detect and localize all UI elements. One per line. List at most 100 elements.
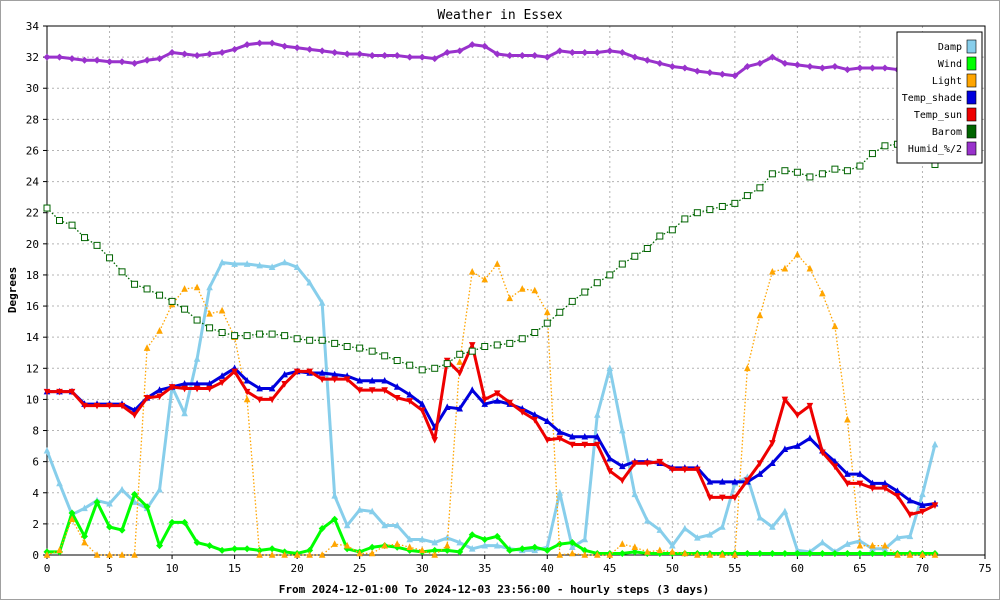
- data-point-temp-shade: [769, 459, 776, 467]
- data-point-wind: [843, 549, 851, 557]
- data-point-wind: [781, 549, 789, 557]
- data-point-damp: [719, 523, 726, 530]
- data-point-temp-shade: [393, 383, 401, 390]
- data-point-temp-sun: [231, 368, 238, 376]
- data-point-temp-sun: [318, 376, 326, 383]
- y-tick-label: 34: [26, 20, 40, 33]
- data-point-damp: [468, 544, 476, 552]
- y-tick-label: 30: [26, 82, 39, 95]
- data-point-temp-shade: [568, 432, 576, 440]
- data-point-wind: [156, 542, 164, 550]
- data-point-light: [794, 250, 801, 258]
- data-point-barom: [543, 319, 551, 327]
- data-point-light: [556, 551, 564, 558]
- data-point-damp: [118, 485, 126, 493]
- x-tick-label: 65: [853, 562, 866, 575]
- x-tick-label: 30: [416, 562, 429, 575]
- data-point-temp-sun: [568, 441, 576, 449]
- data-point-humid-2: [531, 52, 539, 60]
- data-point-temp-shade: [706, 478, 714, 485]
- data-point-barom: [143, 285, 151, 293]
- y-tick-label: 2: [32, 518, 39, 531]
- data-point-temp-shade: [543, 417, 551, 424]
- data-point-temp-sun: [68, 388, 76, 396]
- data-point-humid-2: [218, 48, 226, 56]
- data-point-wind: [81, 532, 89, 540]
- data-point-light: [468, 268, 476, 275]
- data-point-wind: [143, 503, 151, 511]
- data-point-humid-2: [143, 56, 151, 64]
- data-point-damp: [931, 440, 939, 448]
- data-point-temp-sun: [156, 393, 163, 401]
- data-point-temp-shade: [531, 411, 539, 418]
- data-point-temp-sun: [418, 407, 426, 415]
- x-tick-label: 0: [44, 562, 51, 575]
- series-line-barom: [46, 143, 936, 371]
- data-point-temp-sun: [593, 441, 601, 449]
- data-point-barom: [868, 150, 876, 158]
- series-line-damp: [45, 260, 937, 554]
- data-point-damp: [856, 537, 864, 544]
- x-tick-label: 40: [541, 562, 554, 575]
- data-point-temp-shade: [356, 376, 363, 384]
- data-point-wind: [881, 549, 889, 557]
- x-axis-label: From 2024-12-01:00 To 2024-12-03 23:56:0…: [279, 583, 709, 596]
- data-point-barom: [518, 335, 526, 343]
- data-point-barom: [756, 184, 764, 192]
- data-point-wind: [868, 549, 876, 557]
- data-point-damp: [43, 446, 51, 454]
- data-point-wind: [231, 545, 239, 553]
- data-point-humid-2: [68, 55, 76, 63]
- plot-area: [46, 25, 986, 556]
- data-point-humid-2: [731, 72, 739, 80]
- data-point-temp-shade: [481, 400, 489, 407]
- data-point-wind: [431, 546, 439, 554]
- data-point-barom: [118, 268, 126, 276]
- legend-swatch-wind: [966, 56, 977, 71]
- data-point-barom: [793, 168, 801, 176]
- data-point-temp-sun: [931, 502, 939, 510]
- data-point-barom: [656, 232, 664, 240]
- x-tick-label: 35: [478, 562, 491, 575]
- data-point-light: [831, 322, 839, 330]
- data-point-damp: [756, 513, 764, 521]
- data-point-wind: [743, 549, 751, 557]
- data-point-light: [56, 546, 63, 554]
- data-point-wind: [218, 546, 226, 554]
- data-point-humid-2: [768, 53, 776, 61]
- data-point-temp-sun: [556, 435, 564, 443]
- data-point-barom: [431, 364, 439, 372]
- data-point-humid-2: [506, 52, 514, 60]
- data-point-temp-sun: [506, 399, 514, 407]
- x-tick-label: 5: [106, 562, 113, 575]
- y-tick-label: 22: [26, 207, 39, 220]
- data-point-temp-shade: [756, 470, 764, 477]
- data-point-humid-2: [793, 61, 801, 69]
- data-point-light: [318, 551, 326, 558]
- data-point-temp-sun: [619, 477, 626, 485]
- data-point-light: [181, 285, 188, 292]
- data-point-light: [669, 548, 676, 555]
- data-point-light: [93, 551, 101, 558]
- data-point-barom: [506, 339, 514, 347]
- data-point-wind: [618, 549, 626, 557]
- data-point-barom: [368, 347, 376, 355]
- data-point-temp-shade: [368, 376, 376, 384]
- data-point-wind: [306, 546, 314, 554]
- data-point-damp: [218, 258, 226, 266]
- x-tick-label: 15: [228, 562, 241, 575]
- y-tick-label: 12: [26, 362, 39, 375]
- data-point-humid-2: [543, 53, 551, 61]
- data-point-wind: [856, 549, 864, 557]
- data-point-humid-2: [118, 58, 126, 66]
- data-point-temp-sun: [218, 379, 226, 387]
- data-point-wind: [818, 549, 826, 557]
- y-tick-label: 16: [26, 300, 39, 313]
- data-point-barom: [81, 234, 89, 242]
- data-point-light: [606, 551, 614, 558]
- y-tick-label: 26: [26, 144, 39, 157]
- data-point-temp-sun: [806, 402, 814, 410]
- legend-swatch-humid-2: [966, 141, 977, 156]
- data-point-humid-2: [643, 56, 651, 64]
- data-point-barom: [856, 162, 864, 170]
